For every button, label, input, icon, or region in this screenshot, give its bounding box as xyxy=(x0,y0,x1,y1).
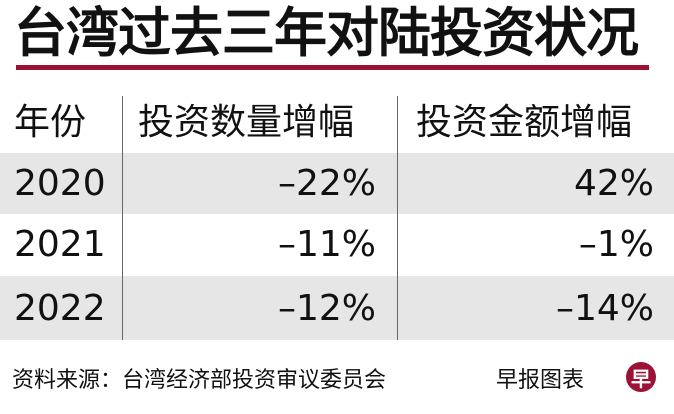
column-divider xyxy=(122,96,123,340)
column-divider xyxy=(397,96,398,340)
logo-text: 早 xyxy=(631,366,651,391)
year-cell: 2022 xyxy=(14,287,106,329)
year-cell: 2021 xyxy=(14,224,106,265)
count-change-cell: –11% xyxy=(277,224,376,265)
table-row: 2021 –11% –1% xyxy=(0,214,674,275)
header-count-change: 投资数量增幅 xyxy=(138,101,355,143)
amount-change-cell: –1% xyxy=(578,224,654,265)
count-change-cell: –12% xyxy=(277,287,376,329)
year-cell: 2020 xyxy=(14,163,106,204)
amount-change-cell: 42% xyxy=(573,163,654,204)
source-note: 资料来源：台湾经济部投资审议委员会 xyxy=(12,368,387,393)
page-title: 台湾过去三年对陆投资状况 xyxy=(14,3,639,64)
title-divider xyxy=(16,65,649,70)
table-header-row: 年份 投资数量增幅 投资金额增幅 xyxy=(0,88,674,149)
table-row: 2022 –12% –14% xyxy=(0,276,674,340)
table-row: 2020 –22% 42% xyxy=(0,153,674,214)
graphic-credit: 早报图表 xyxy=(496,368,585,393)
zaobao-logo: 早 xyxy=(626,362,656,392)
header-amount-change: 投资金额增幅 xyxy=(416,101,633,143)
count-change-cell: –22% xyxy=(277,163,376,204)
header-year: 年份 xyxy=(14,101,87,143)
amount-change-cell: –14% xyxy=(555,287,654,329)
